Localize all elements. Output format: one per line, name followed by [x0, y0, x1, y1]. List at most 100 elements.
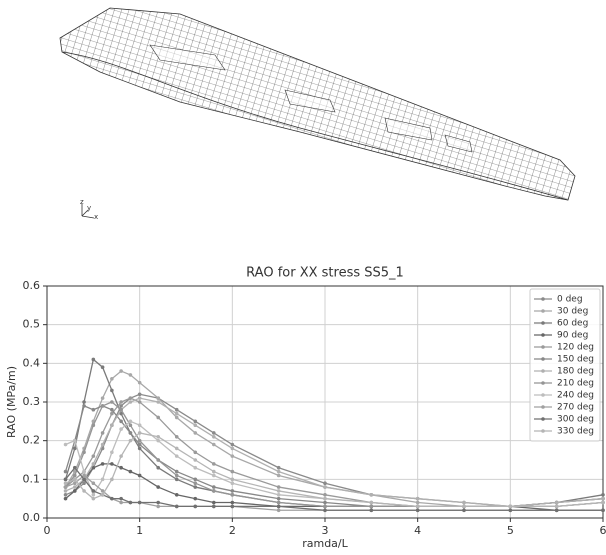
legend-label: 270 deg	[557, 403, 594, 413]
data-point	[73, 447, 77, 451]
data-point	[277, 470, 281, 474]
data-point	[212, 435, 216, 439]
data-point	[101, 404, 105, 408]
data-point	[175, 412, 179, 416]
data-point	[129, 470, 133, 474]
triad-label: y	[87, 204, 91, 212]
data-point	[92, 423, 96, 427]
data-point	[323, 501, 327, 505]
data-point	[193, 505, 197, 509]
data-point	[92, 454, 96, 458]
data-point	[138, 501, 142, 505]
legend-marker	[541, 405, 545, 409]
data-point	[156, 416, 160, 420]
data-point	[119, 427, 123, 431]
data-point	[370, 508, 374, 512]
data-point	[555, 501, 559, 505]
legend-label: 330 deg	[557, 427, 594, 437]
data-point	[64, 481, 68, 485]
data-point	[175, 454, 179, 458]
data-point	[119, 466, 123, 470]
data-point	[175, 478, 179, 482]
data-point	[129, 420, 133, 424]
data-point	[212, 431, 216, 435]
data-point	[601, 493, 605, 497]
legend-marker	[541, 333, 545, 337]
legend-marker	[541, 393, 545, 397]
data-point	[277, 505, 281, 509]
data-point	[212, 485, 216, 489]
data-point	[101, 493, 105, 497]
data-point	[110, 400, 114, 404]
data-point	[462, 508, 466, 512]
data-point	[231, 489, 235, 493]
data-point	[555, 508, 559, 512]
data-point	[92, 493, 96, 497]
data-point	[156, 505, 160, 509]
data-point	[92, 462, 96, 466]
legend-marker	[541, 381, 545, 385]
data-point	[156, 485, 160, 489]
data-point	[175, 435, 179, 439]
data-point	[277, 474, 281, 478]
data-point	[138, 443, 142, 447]
legend-marker	[541, 345, 545, 349]
data-point	[138, 392, 142, 396]
x-tick-label: 1	[136, 524, 143, 537]
data-point	[129, 439, 133, 443]
data-point	[92, 358, 96, 362]
y-tick-label: 0.0	[23, 511, 41, 524]
data-point	[231, 481, 235, 485]
data-point	[64, 443, 68, 447]
legend-label: 180 deg	[557, 367, 594, 377]
data-point	[231, 501, 235, 505]
y-tick-label: 0.4	[23, 356, 41, 369]
data-point	[212, 489, 216, 493]
data-point	[277, 508, 281, 512]
data-point	[323, 493, 327, 497]
data-point	[277, 493, 281, 497]
data-point	[212, 470, 216, 474]
data-point	[277, 489, 281, 493]
data-point	[193, 450, 197, 454]
y-tick-label: 0.5	[23, 318, 41, 331]
y-axis-label: RAO (MPa/m)	[5, 366, 18, 438]
data-point	[175, 408, 179, 412]
data-point	[110, 389, 114, 393]
legend-marker	[541, 321, 545, 325]
data-point	[323, 505, 327, 509]
data-point	[416, 497, 420, 501]
data-point	[175, 474, 179, 478]
data-point	[156, 396, 160, 400]
legend-label: 120 deg	[557, 343, 594, 353]
data-point	[101, 365, 105, 369]
data-point	[193, 478, 197, 482]
data-point	[212, 443, 216, 447]
legend-label: 30 deg	[557, 307, 588, 317]
data-point	[277, 497, 281, 501]
data-point	[82, 450, 86, 454]
data-point	[110, 450, 114, 454]
data-point	[370, 493, 374, 497]
data-point	[64, 489, 68, 493]
data-point	[231, 443, 235, 447]
data-point	[175, 416, 179, 420]
data-point	[193, 485, 197, 489]
data-point	[509, 508, 513, 512]
data-point	[156, 439, 160, 443]
x-tick-label: 4	[414, 524, 421, 537]
legend-label: 60 deg	[557, 319, 588, 329]
data-point	[156, 501, 160, 505]
data-point	[231, 470, 235, 474]
series-line	[66, 406, 603, 507]
data-point	[509, 505, 513, 509]
data-point	[92, 481, 96, 485]
data-point	[64, 485, 68, 489]
data-point	[175, 493, 179, 497]
data-point	[175, 447, 179, 451]
data-point	[212, 505, 216, 509]
series-line	[66, 398, 603, 506]
axis-triad: z y x	[80, 198, 98, 221]
data-point	[138, 439, 142, 443]
